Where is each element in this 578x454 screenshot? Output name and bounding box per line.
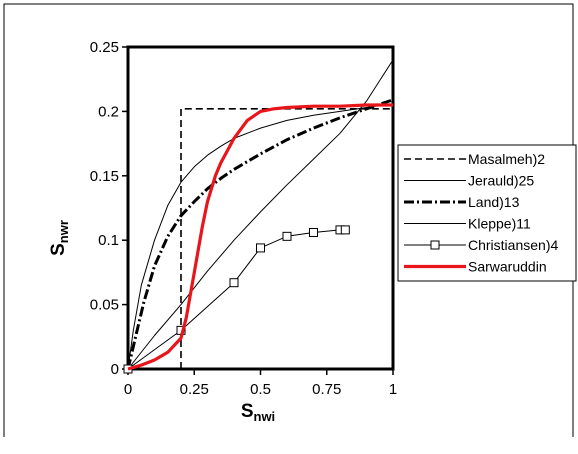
x-tick-label: 0.75 — [312, 381, 341, 398]
legend-label: Masalmeh)2 — [468, 151, 545, 167]
x-axis-label: S — [241, 401, 254, 422]
y-axis-title: Snwr — [48, 220, 71, 256]
y-tick-label: 0.25 — [90, 39, 119, 56]
y-axis-label-sub: nwr — [56, 220, 71, 243]
data-point — [229, 278, 239, 288]
legend-entry: Sarwaruddin — [404, 259, 547, 275]
x-tick-label: 0 — [124, 381, 132, 398]
x-axis-title: Snwi — [241, 401, 275, 424]
legend-box — [397, 144, 577, 282]
series-line — [180, 108, 393, 369]
data-point — [256, 243, 265, 253]
legend-label: Kleppe)11 — [468, 216, 531, 232]
series-5 — [127, 103, 393, 371]
x-axis-label-sub: nwi — [254, 409, 276, 424]
series-line — [127, 59, 394, 370]
legend-entry: Land)13 — [404, 194, 520, 210]
data-point — [282, 231, 292, 241]
series-line — [127, 103, 393, 371]
legend-label: Sarwaruddin — [468, 259, 547, 275]
legend-label: Land)13 — [468, 194, 520, 210]
y-tick-label: 0.15 — [90, 168, 119, 185]
series-1 — [127, 103, 394, 370]
legend-marker — [430, 240, 440, 250]
legend-label: Jerauld)25 — [468, 173, 534, 189]
x-tick-label: 0.25 — [180, 381, 209, 398]
legend-entry: Jerauld)25 — [404, 173, 534, 189]
legend-label: Christiansen)4 — [468, 237, 558, 253]
series-3 — [127, 59, 394, 370]
series-line — [127, 103, 394, 370]
x-tick-label: 1 — [389, 381, 397, 398]
series-line — [126, 98, 394, 370]
series-4 — [123, 225, 350, 374]
data-point — [309, 227, 318, 237]
legend-entry: Kleppe)11 — [404, 216, 531, 232]
series-2 — [126, 98, 394, 370]
legend-entry: Christiansen)4 — [404, 237, 558, 253]
y-axis-label: S — [48, 243, 69, 256]
legend-entry: Masalmeh)2 — [404, 151, 545, 167]
x-tick-label: 0.5 — [250, 381, 271, 398]
y-tick-label: 0.1 — [98, 232, 119, 249]
y-tick-label: 0.2 — [98, 103, 119, 120]
data-point — [340, 225, 350, 235]
y-tick-label: 0.05 — [90, 297, 119, 314]
series-0 — [180, 108, 393, 369]
y-tick-label: 0 — [111, 361, 119, 378]
